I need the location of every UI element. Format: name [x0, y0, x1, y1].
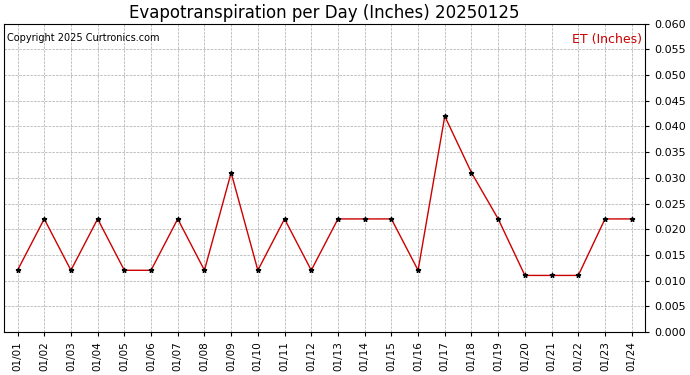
- Point: [466, 170, 477, 176]
- Point: [172, 216, 184, 222]
- Title: Evapotranspiration per Day (Inches) 20250125: Evapotranspiration per Day (Inches) 2025…: [129, 4, 520, 22]
- Point: [386, 216, 397, 222]
- Point: [119, 267, 130, 273]
- Point: [199, 267, 210, 273]
- Point: [413, 267, 424, 273]
- Text: ET (Inches): ET (Inches): [572, 33, 642, 46]
- Point: [92, 216, 103, 222]
- Point: [600, 216, 611, 222]
- Point: [66, 267, 77, 273]
- Point: [520, 272, 531, 278]
- Point: [333, 216, 344, 222]
- Point: [359, 216, 371, 222]
- Point: [146, 267, 157, 273]
- Point: [12, 267, 23, 273]
- Point: [573, 272, 584, 278]
- Point: [627, 216, 638, 222]
- Text: Copyright 2025 Curtronics.com: Copyright 2025 Curtronics.com: [8, 33, 160, 43]
- Point: [226, 170, 237, 176]
- Point: [279, 216, 290, 222]
- Point: [493, 216, 504, 222]
- Point: [39, 216, 50, 222]
- Point: [546, 272, 557, 278]
- Point: [440, 113, 451, 119]
- Point: [306, 267, 317, 273]
- Point: [253, 267, 264, 273]
